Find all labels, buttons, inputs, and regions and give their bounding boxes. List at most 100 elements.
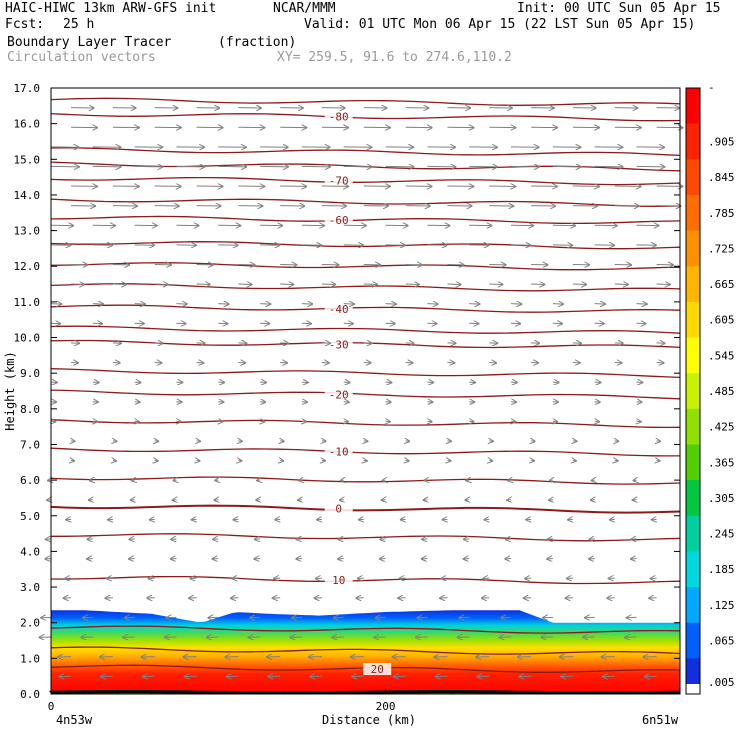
temperature-contour-line [50, 368, 681, 379]
forecast-label: Fcst: [5, 17, 45, 32]
temperature-contour-line [50, 419, 681, 429]
y-tick-label: 3.0 [20, 581, 40, 594]
colorbar-swatch [686, 622, 700, 659]
y-tick-label: 12.0 [14, 260, 41, 273]
x-axis-label: Distance (km) [322, 713, 416, 727]
colorbar-swatch [686, 266, 700, 303]
contour-label: 0 [335, 503, 342, 516]
colorbar-label: .905 [708, 135, 735, 148]
colorbar-swatch [686, 587, 700, 624]
y-tick-label: 11.0 [14, 296, 41, 309]
contour-label-bg [324, 303, 353, 316]
valid-time: Valid: 01 UTC Mon 06 Apr 15 (22 LST Sun … [304, 17, 696, 32]
temperature-contour-line [50, 625, 681, 634]
colorbar-swatch [686, 230, 700, 267]
y-tick-label: 0.0 [20, 688, 40, 701]
colorbar-swatch [686, 337, 700, 374]
temperature-contour-line [50, 325, 681, 334]
colorbar-swatch [686, 194, 700, 232]
y-axis-label: Height (km) [3, 351, 17, 430]
x-tick-label: 200 [376, 700, 396, 713]
org-label: NCAR/MMM [273, 1, 336, 16]
init-time: Init: 00 UTC Sun 05 Apr 15 [517, 1, 721, 16]
temperature-contour-line [50, 198, 681, 207]
cross-section-endpoints: XY= 259.5, 91.6 to 274.6,110.2 [277, 50, 512, 65]
contour-label-bg [324, 338, 353, 351]
colorbar-label: .665 [708, 278, 735, 291]
colorbar-label: .785 [708, 207, 735, 220]
field-name: Boundary Layer Tracer [7, 35, 172, 50]
y-tick-label: 6.0 [20, 474, 40, 487]
temperature-contour-line [50, 504, 681, 514]
temperature-contour-line [50, 476, 681, 485]
colorbar-label: .005 [708, 676, 735, 689]
colorbar-label: .845 [708, 171, 735, 184]
colorbar-swatch [686, 444, 700, 481]
contour-label-bg [324, 388, 353, 401]
colorbar-label: .605 [708, 314, 735, 327]
y-tick-label: 7.0 [20, 438, 40, 451]
colorbar-swatch [686, 123, 700, 160]
y-tick-label: 5.0 [20, 510, 40, 523]
contour-label-bg [324, 502, 353, 515]
colorbar-swatch [686, 373, 700, 410]
temperature-contour-line [50, 262, 681, 271]
colorbar-label: .185 [708, 563, 735, 576]
colorbar-swatch [686, 88, 700, 125]
temperature-contour-line [50, 176, 681, 186]
model-title: HAIC-HIWC 13km ARW-GFS init [5, 1, 217, 16]
contour-label: -60 [329, 214, 349, 227]
tracer-field [49, 610, 681, 695]
colorbar-swatch [686, 159, 700, 196]
circulation-vectors [39, 108, 682, 677]
contour-label: -40 [329, 303, 349, 316]
tracer-shading [51, 610, 680, 694]
field-units: (fraction) [218, 35, 297, 50]
contour-label: -20 [329, 389, 349, 402]
colorbar-label: .065 [708, 635, 735, 648]
colorbar-label: .125 [708, 599, 735, 612]
colorbar-swatch [686, 408, 700, 445]
temperature-contour-line [50, 575, 681, 585]
contour-label: -10 [329, 446, 349, 459]
y-tick-label: 16.0 [14, 118, 41, 131]
temperature-contour-line [50, 147, 681, 157]
contour-label-bg [324, 445, 353, 458]
temperature-contour-line [51, 533, 681, 542]
colorbar-swatch [686, 551, 700, 588]
y-tick-label: 1.0 [20, 652, 40, 665]
contour-label-bg [363, 663, 392, 676]
colorbar-label: .425 [708, 421, 735, 434]
colorbar-label: - [708, 81, 715, 94]
colorbar-frame [685, 87, 701, 695]
y-tick-label: 2.0 [20, 617, 40, 630]
contour-label-bg [324, 573, 353, 586]
y-tick-label: 10.0 [14, 332, 41, 345]
vector-label: Circulation vectors [7, 50, 156, 65]
colorbar-label: .545 [708, 349, 735, 362]
contour-label: 20 [371, 663, 384, 676]
x-end-label: 6n51w [642, 713, 679, 727]
temperature-contour-line [50, 241, 681, 250]
forecast-value: 25 h [63, 17, 95, 32]
plot-frame [50, 87, 681, 695]
temperature-contour-line [50, 339, 681, 349]
temperature-contour-line [50, 112, 681, 122]
colorbar-swatch [686, 301, 700, 339]
y-tick-label: 17.0 [14, 82, 41, 95]
contour-label-bg [324, 213, 353, 226]
axes: 0.0 1.0 2.0 3.0 4.0 5.0 6.0 7.0 8.0 9.0 10.0 11.0 12… [3, 82, 681, 727]
y-tick-label: 15.0 [14, 153, 41, 166]
colorbar: - .905 .845 .785 .725 .665 .605 .545 .485 .425 .36… [685, 81, 735, 695]
colorbar-label: .305 [708, 492, 735, 505]
contour-label-bg [324, 110, 353, 123]
temperature-contour-line [50, 304, 681, 313]
y-tick-label: 8.0 [20, 403, 40, 416]
y-tick-label: 14.0 [14, 189, 41, 202]
temperature-contour-line [50, 389, 681, 400]
colorbar-swatch [686, 684, 700, 694]
colorbar-label: .365 [708, 456, 735, 469]
temperature-contour-line [50, 215, 681, 225]
